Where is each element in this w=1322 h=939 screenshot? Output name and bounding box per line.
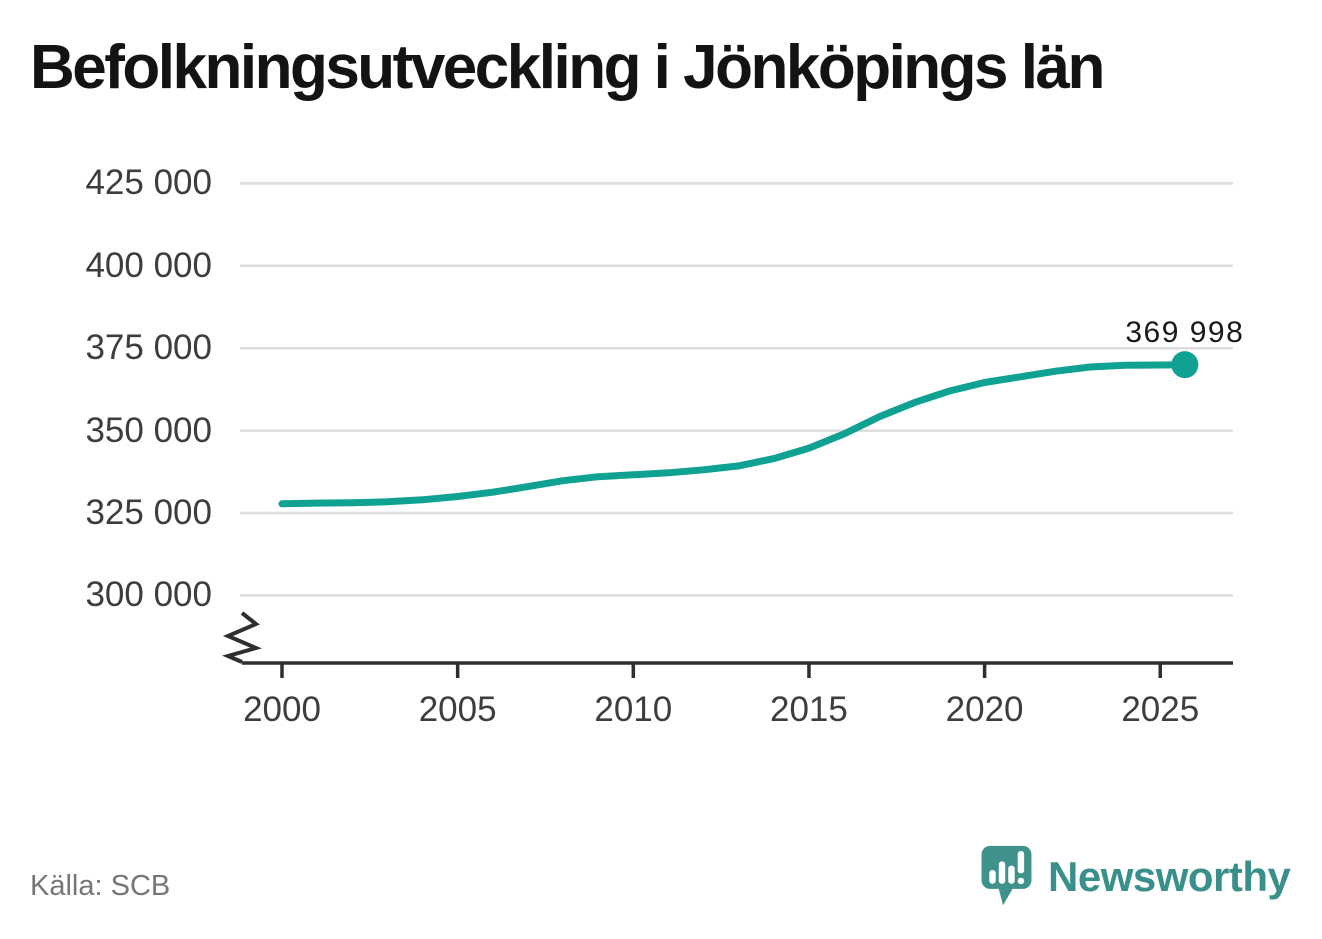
y-axis-tick-label: 400 000: [85, 245, 212, 285]
logo-exclamation-dot: [1017, 877, 1025, 885]
end-value-label: 369 998: [1125, 315, 1245, 349]
chart-title: Befolkningsutveckling i Jönköpings län: [30, 33, 1105, 102]
end-point-marker: [1171, 351, 1199, 379]
newsworthy-wordmark: Newsworthy: [1048, 853, 1291, 900]
population-line: [278, 361, 1189, 508]
logo-bar-tall: [998, 861, 1006, 884]
newsworthy-branding: Newsworthy: [980, 845, 1291, 907]
axis-break-icon: [222, 611, 262, 664]
logo-bar-small: [989, 869, 996, 884]
x-axis-tick-label: 2025: [1121, 690, 1200, 729]
x-axis-tick-label: 2005: [418, 690, 497, 729]
y-axis-tick-label: 300 000: [85, 575, 212, 615]
x-axis-tick-label: 2015: [770, 690, 848, 729]
gridlines: [240, 182, 1233, 597]
y-axis-tick-label: 325 000: [85, 493, 212, 532]
logo-bar-medium: [1008, 865, 1015, 884]
x-axis-ticks: [280, 663, 1162, 678]
y-axis-tick-label: 425 000: [85, 163, 212, 203]
x-axis-tick-label: 2010: [594, 690, 673, 729]
y-axis-tick-label: 375 000: [85, 328, 212, 368]
x-axis-tick-label: 2000: [243, 690, 321, 729]
logo-exclamation-bar: [1017, 851, 1025, 874]
source-note: Källa: SCB: [30, 870, 171, 902]
x-axis-tick-label: 2020: [945, 690, 1024, 729]
y-axis-tick-label: 350 000: [85, 410, 212, 450]
newsworthy-logo-icon: [981, 845, 1032, 906]
